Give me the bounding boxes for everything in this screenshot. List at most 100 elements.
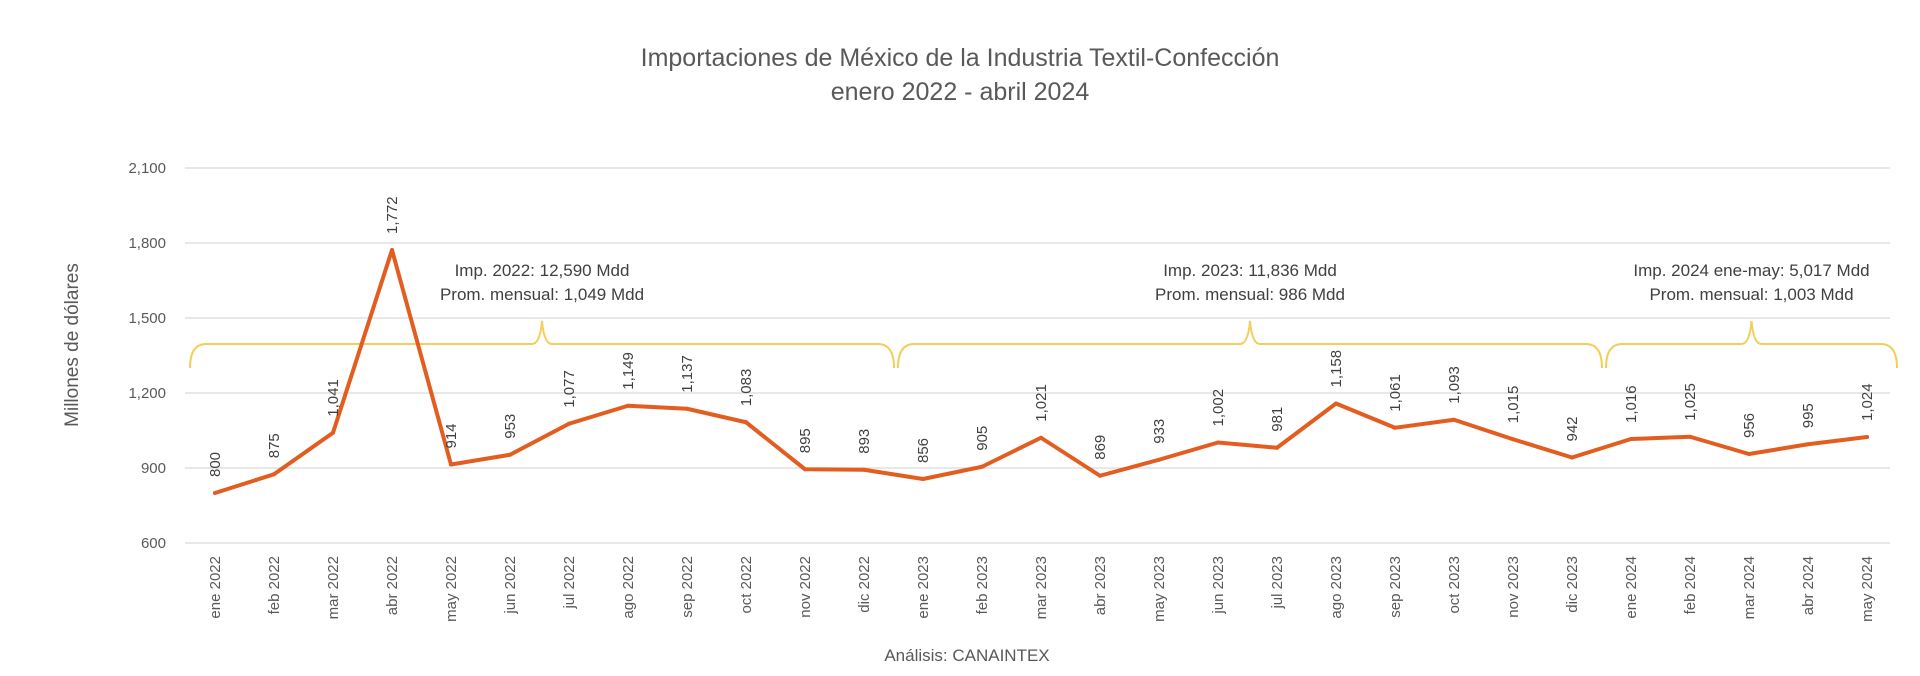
x-tick-label: may 2024: [1859, 556, 1876, 622]
x-tick-label: nov 2023: [1505, 556, 1522, 618]
grid-lines: [185, 167, 1890, 544]
x-tick-label: mar 2023: [1033, 556, 1050, 619]
data-point: [980, 464, 984, 469]
year-brace: [1605, 320, 1898, 369]
y-tick-label: 900: [141, 460, 166, 477]
data-label: 895: [797, 428, 814, 453]
y-tick-label: 1,200: [128, 385, 166, 402]
data-label: 1,015: [1505, 386, 1522, 424]
data-label: 1,772: [384, 196, 401, 234]
data-label: 893: [856, 429, 873, 454]
data-label: 1,002: [1210, 389, 1227, 427]
x-tick-label: dic 2022: [856, 556, 873, 613]
data-label: 869: [1092, 435, 1109, 460]
data-point: [272, 472, 276, 477]
data-point: [508, 452, 512, 457]
data-label: 1,093: [1446, 366, 1463, 404]
data-point: [1570, 455, 1574, 460]
y-tick-label: 2,100: [128, 160, 166, 177]
x-tick-label: ago 2023: [1328, 556, 1345, 619]
x-tick-label: nov 2022: [797, 556, 814, 618]
data-label: 953: [502, 414, 519, 439]
x-tick-label: jun 2023: [1210, 556, 1227, 615]
chart-subtitle: enero 2022 - abril 2024: [831, 78, 1090, 106]
x-tick-label: mar 2022: [325, 556, 342, 619]
x-tick-label: oct 2023: [1446, 556, 1463, 614]
data-labels: 800 875 1,041 1,772 914 953 1,077 1,149 1,137 1,0…: [207, 196, 1876, 477]
data-label: 914: [443, 423, 460, 448]
data-point: [1098, 473, 1102, 478]
data-label: 1,041: [325, 379, 342, 417]
annotation-average: Prom. mensual: 1,003 Mdd: [1649, 285, 1853, 304]
data-label: 942: [1564, 416, 1581, 441]
data-label: 905: [974, 426, 991, 451]
x-tick-label: ago 2022: [620, 556, 637, 619]
x-tick-label: dic 2023: [1564, 556, 1581, 613]
annotation-average: Prom. mensual: 1,049 Mdd: [440, 285, 644, 304]
y-tick-label: 600: [141, 535, 166, 552]
data-point: [803, 467, 807, 472]
chart-title: Importaciones de México de la Industria …: [641, 44, 1280, 72]
x-tick-label: may 2023: [1151, 556, 1168, 622]
x-tick-label: jul 2022: [561, 556, 578, 610]
data-point: [862, 467, 866, 472]
annotation-total: Imp. 2022: 12,590 Mdd: [455, 261, 630, 280]
y-tick-label: 1,800: [128, 235, 166, 252]
data-point: [1747, 452, 1751, 456]
data-label: 933: [1151, 419, 1168, 444]
data-label: 1,024: [1859, 383, 1876, 421]
x-tick-label: sep 2022: [679, 556, 696, 618]
data-label: 1,021: [1033, 384, 1050, 422]
data-label: 875: [266, 433, 283, 458]
data-point: [213, 491, 217, 495]
y-axis-title: Millones de dólares: [62, 263, 83, 427]
data-point: [1865, 435, 1869, 439]
data-label: 956: [1741, 413, 1758, 438]
data-point: [1629, 437, 1633, 441]
data-point: [1216, 440, 1220, 445]
x-tick-label: feb 2022: [266, 556, 283, 614]
year-brace: [897, 320, 1603, 369]
data-point: [626, 403, 630, 408]
data-point: [1275, 445, 1279, 450]
data-label: 1,137: [679, 355, 696, 393]
y-tick-label: 1,500: [128, 310, 166, 327]
data-point: [331, 430, 335, 435]
x-tick-label: abr 2024: [1800, 556, 1817, 615]
data-point: [921, 477, 925, 481]
x-tick-label: feb 2023: [974, 556, 991, 614]
data-label: 856: [915, 438, 932, 463]
data-label: 1,016: [1623, 385, 1640, 423]
x-tick-label: mar 2024: [1741, 556, 1758, 619]
x-tick-label: feb 2024: [1682, 556, 1699, 614]
x-tick-label: ene 2022: [207, 556, 224, 619]
year-brace: [189, 320, 895, 369]
x-tick-label: abr 2023: [1092, 556, 1109, 615]
x-tick-label: oct 2022: [738, 556, 755, 614]
year-braces: Imp. 2022: 12,590 Mdd Prom. mensual: 1,04…: [189, 261, 1898, 369]
data-label: 1,025: [1682, 383, 1699, 421]
x-tick-label: jun 2022: [502, 556, 519, 615]
x-tick-labels: ene 2022 feb 2022 mar 2022 abr 2022 may 2022…: [207, 556, 1876, 622]
annotation-total: Imp. 2023: 11,836 Mdd: [1163, 261, 1337, 280]
data-label: 1,149: [620, 352, 637, 390]
data-label: 1,061: [1387, 374, 1404, 412]
series-group: [213, 248, 1869, 495]
data-label: 1,077: [561, 370, 578, 408]
x-tick-label: may 2022: [443, 556, 460, 622]
data-label: 1,158: [1328, 350, 1345, 388]
data-point: [1393, 425, 1397, 430]
data-point: [1806, 442, 1810, 447]
data-label: 800: [207, 452, 224, 477]
source-note: Análisis: CANAINTEX: [884, 646, 1049, 665]
data-point: [567, 421, 571, 426]
data-point: [1688, 434, 1692, 439]
data-point: [1039, 435, 1043, 440]
data-label: 995: [1800, 403, 1817, 428]
data-label: 981: [1269, 407, 1286, 432]
data-label: 1,083: [738, 369, 755, 407]
x-tick-label: jul 2023: [1269, 556, 1286, 610]
y-tick-labels: 600 900 1,200 1,500 1,800 2,100: [128, 160, 166, 552]
